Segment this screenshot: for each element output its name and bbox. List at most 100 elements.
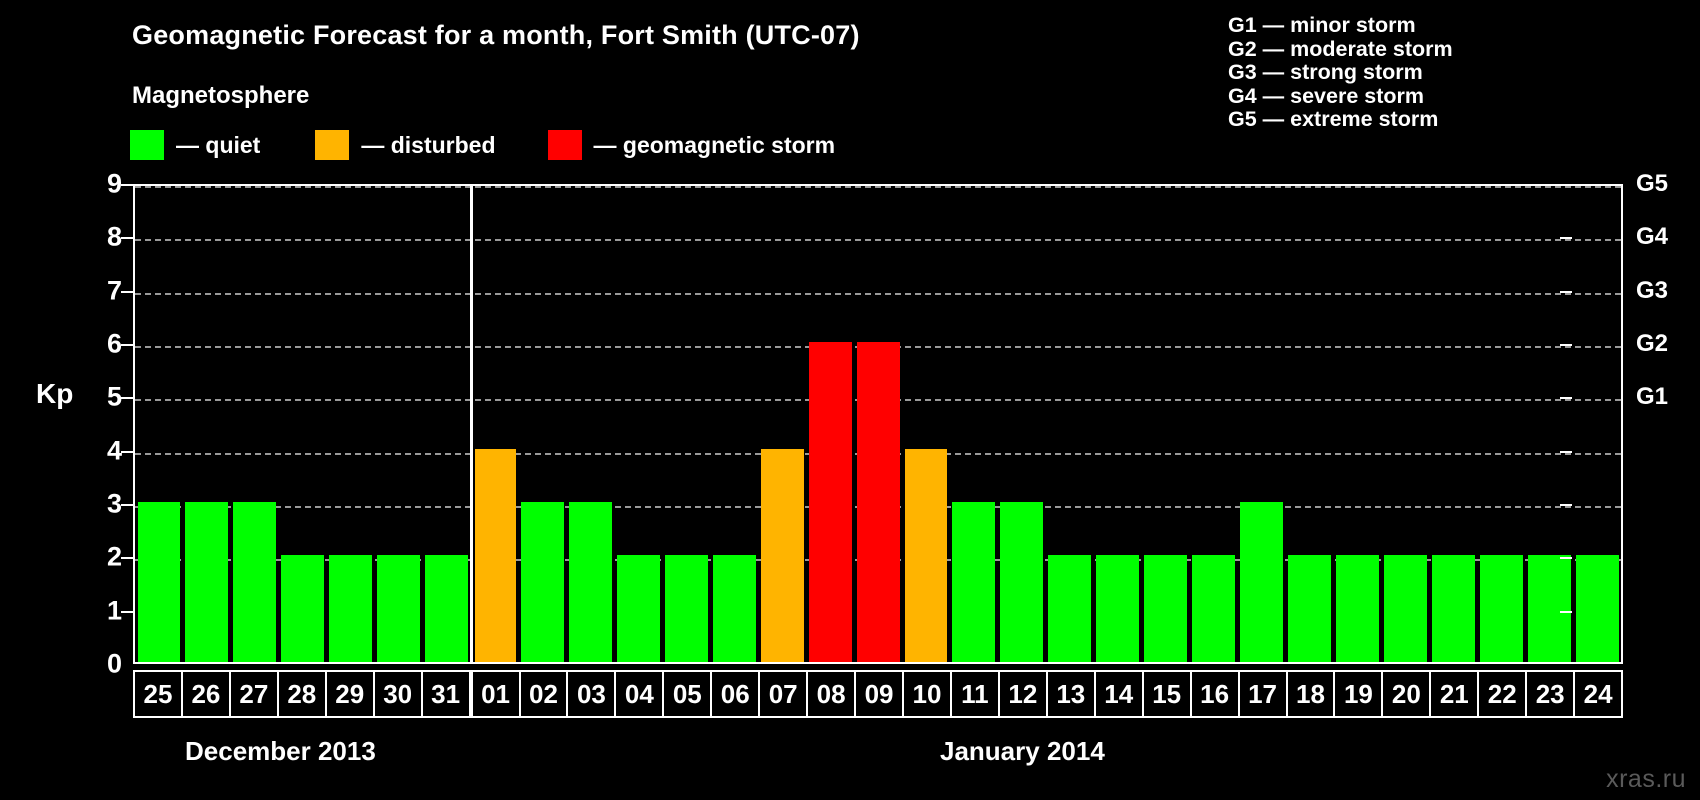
bar[interactable] [1575,555,1619,662]
bar-cell[interactable] [998,186,1046,662]
day-label[interactable]: 08 [808,672,857,716]
day-label[interactable]: 14 [1095,672,1144,716]
bar-cell[interactable] [135,186,183,662]
day-label[interactable]: 25 [135,672,183,716]
bar-cell[interactable] [1381,186,1429,662]
bar-cell[interactable] [1333,186,1381,662]
day-label[interactable]: 29 [326,672,375,716]
day-label[interactable]: 13 [1047,672,1096,716]
color-swatch-quiet-icon [130,130,164,160]
day-label[interactable]: 30 [374,672,423,716]
bar[interactable] [377,555,421,662]
day-label[interactable]: 24 [1575,672,1622,716]
bar[interactable] [760,448,804,662]
bar[interactable] [712,555,756,662]
bar[interactable] [1335,555,1379,662]
bar[interactable] [1431,555,1475,662]
day-label[interactable]: 06 [712,672,761,716]
day-label[interactable]: 19 [1335,672,1384,716]
day-label[interactable]: 31 [422,672,471,716]
day-label[interactable]: 10 [904,672,952,716]
bar[interactable] [185,502,229,662]
bar[interactable] [1144,555,1188,662]
bar-cell[interactable] [854,186,902,662]
bar-cell[interactable] [662,186,710,662]
bar[interactable] [856,342,900,662]
day-label[interactable]: 22 [1479,672,1528,716]
bar[interactable] [1048,555,1092,662]
bar[interactable] [521,502,564,662]
day-label[interactable]: 09 [856,672,904,716]
y-tick-label: 2 [106,541,122,572]
day-label[interactable]: 26 [182,672,231,716]
bar-cell[interactable] [1286,186,1334,662]
bar-cell[interactable] [1190,186,1238,662]
bar-cell[interactable] [183,186,231,662]
day-label[interactable]: 03 [568,672,617,716]
bar[interactable] [137,502,181,662]
day-label[interactable]: 23 [1527,672,1576,716]
legend-item-storm: — geomagnetic storm [547,130,835,160]
bar-cell[interactable] [1573,186,1621,662]
bar-cell[interactable] [950,186,998,662]
bar[interactable] [281,555,325,662]
bar[interactable] [1000,502,1044,662]
bar-cell[interactable] [1238,186,1286,662]
bar-cell[interactable] [1429,186,1477,662]
y-tick-mark [121,397,133,400]
y-tick-label: 0 [106,648,122,679]
day-label[interactable]: 27 [230,672,279,716]
day-label[interactable]: 11 [951,672,1000,716]
bar-cell[interactable] [710,186,758,662]
bar-cell[interactable] [423,186,471,662]
bar[interactable] [233,502,277,662]
bar-cell[interactable] [902,186,950,662]
g-tick-label-g2: G2 [1636,330,1669,357]
bar-cell[interactable] [1477,186,1525,662]
day-label[interactable]: 15 [1143,672,1192,716]
bar-cell[interactable] [806,186,854,662]
bar[interactable] [664,555,708,662]
bar[interactable] [904,448,948,662]
bar[interactable] [329,555,373,662]
bar[interactable] [568,502,612,662]
day-label[interactable]: 20 [1383,672,1432,716]
bar[interactable] [1527,555,1571,662]
bar-cell[interactable] [614,186,662,662]
bar-cell[interactable] [1094,186,1142,662]
day-label[interactable]: 05 [664,672,713,716]
bar[interactable] [1096,555,1140,662]
day-label[interactable]: 02 [520,672,569,716]
bar-cell[interactable] [279,186,327,662]
day-label[interactable]: 12 [999,672,1048,716]
bar-cell[interactable] [519,186,567,662]
bar[interactable] [1479,555,1523,662]
bar[interactable] [1240,502,1283,662]
bar-cell[interactable] [327,186,375,662]
bar[interactable] [425,555,469,662]
bar-cell[interactable] [1046,186,1094,662]
bar-cell[interactable] [758,186,806,662]
bar-cell[interactable] [1142,186,1190,662]
bar-cell[interactable] [1525,186,1573,662]
bar[interactable] [808,342,852,662]
bar-cell[interactable] [231,186,279,662]
day-label[interactable]: 17 [1239,672,1288,716]
bar-cell[interactable] [566,186,614,662]
bar[interactable] [952,502,996,662]
bar[interactable] [616,555,660,662]
day-label[interactable]: 16 [1191,672,1240,716]
bar-cell[interactable] [471,186,519,662]
day-label[interactable]: 28 [278,672,327,716]
day-label[interactable]: 07 [760,672,809,716]
bar[interactable] [1288,555,1331,662]
day-label[interactable]: 01 [470,672,521,716]
bar[interactable] [475,448,516,662]
bar-cell[interactable] [375,186,423,662]
day-label[interactable]: 04 [616,672,665,716]
bar[interactable] [1192,555,1236,662]
day-label[interactable]: 21 [1431,672,1480,716]
bar[interactable] [1383,555,1427,662]
y-tick-mark [1560,450,1572,453]
day-label[interactable]: 18 [1287,672,1336,716]
